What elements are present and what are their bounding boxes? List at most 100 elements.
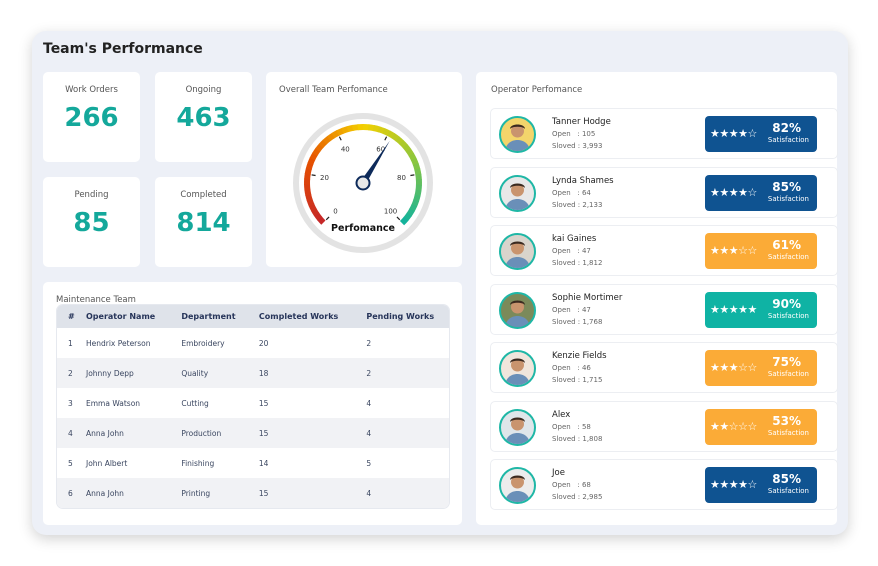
stat-label: Pending xyxy=(74,190,109,200)
gauge-arc-segment xyxy=(414,168,422,176)
table-row[interactable]: 4 Anna John Production 15 4 xyxy=(57,418,449,448)
table-cell: 2 xyxy=(57,358,75,388)
table-cell: 1 xyxy=(68,338,73,348)
operator-open: Open : 64 xyxy=(552,188,591,197)
operator-item[interactable]: Lynda Shames Open : 64 Sloved : 2,133 ★★… xyxy=(490,166,838,218)
table-cell: 14 xyxy=(258,458,269,468)
gauge-tick xyxy=(311,174,316,177)
operator-name: Tanner Hodge xyxy=(552,117,611,127)
operator-solved: Sloved : 1,812 xyxy=(552,259,603,267)
gauge-arc-segment xyxy=(331,130,340,139)
gauge-arc-segment xyxy=(306,198,315,207)
table-cell: 15 xyxy=(247,478,356,508)
table-cell: 15 xyxy=(247,418,356,448)
gauge-tick-label: 100 xyxy=(384,208,397,216)
operator-card: Operator Perfomance Tanner Hodge Open : … xyxy=(476,72,838,525)
operator-open: Open : 105 xyxy=(552,130,596,138)
column-header: # xyxy=(57,305,75,328)
table-cell: Emma Watson xyxy=(86,398,141,408)
operator-item[interactable]: Tanner Hodge Open : 105 Sloved : 3,993 ★… xyxy=(490,108,838,159)
table-row[interactable]: 3 Emma Watson Cutting 15 4 xyxy=(57,388,449,418)
gauge-tick-label: 80 xyxy=(397,174,406,182)
table-cell: Printing xyxy=(170,478,248,508)
gauge-arc-segment xyxy=(313,212,323,221)
gauge-tick xyxy=(338,136,342,141)
table-row[interactable]: 2 Johnny Depp Quality 18 2 xyxy=(57,358,449,388)
star-rating-icon: ★★★☆☆ xyxy=(710,244,757,257)
operator-name: Lynda Shames xyxy=(552,175,614,186)
operator-open: Open : 58 xyxy=(552,422,591,431)
operator-name: Joe xyxy=(552,468,565,478)
gauge-arc-segment xyxy=(406,208,415,217)
gauge-arc-segment xyxy=(405,148,415,157)
avatar xyxy=(499,116,536,153)
operator-item[interactable]: Joe Open : 68 Sloved : 2,985 ★★★★☆ 85% S… xyxy=(490,459,838,510)
gauge-arc-segment xyxy=(351,124,359,131)
avatar xyxy=(499,408,536,446)
gauge-label: Perfomance xyxy=(331,223,395,234)
gauge-arc-segment xyxy=(305,162,314,170)
satisfaction-percent: 85% xyxy=(772,472,801,486)
gauge-arc-segment xyxy=(341,126,349,134)
satisfaction-badge: ★★★★★ 90% Satisfaction xyxy=(705,291,817,328)
operator-name: Alex xyxy=(552,409,571,420)
operator-name: Kenzie Fields xyxy=(552,351,607,361)
table-cell: Anna John xyxy=(75,418,171,448)
table-cell: 6 xyxy=(57,478,75,508)
operator-solved: Sloved : 1,808 xyxy=(552,434,603,443)
stat-label: Completed xyxy=(180,190,227,200)
stat-value: 266 xyxy=(64,103,119,133)
table-row[interactable]: 1 Hendrix Peterson Embroidery 20 2 xyxy=(57,328,449,358)
gauge-tick-label: 20 xyxy=(320,174,329,182)
operator-item[interactable]: Sophie Mortimer Open : 47 Sloved : 1,768… xyxy=(490,283,838,335)
avatar xyxy=(499,467,536,504)
maintenance-title: Maintenance Team xyxy=(56,295,136,305)
table-row[interactable]: 6 Anna John Printing 15 4 xyxy=(57,478,449,508)
operator-item[interactable]: Kenzie Fields Open : 46 Sloved : 1,715 ★… xyxy=(490,342,838,393)
operator-item[interactable]: kai Gaines Open : 47 Sloved : 1,812 ★★★☆… xyxy=(490,225,838,276)
gauge-arc-segment xyxy=(317,216,326,225)
operator-solved: Sloved : 1,768 xyxy=(552,317,603,326)
satisfaction-label: Satisfaction xyxy=(767,136,809,144)
operator-name: kai Gaines xyxy=(552,234,597,244)
table-cell: Quality xyxy=(170,358,248,388)
gauge-tick-label: 40 xyxy=(341,145,350,153)
satisfaction-badge: ★★★☆☆ 75% Satisfaction xyxy=(705,350,817,386)
gauge-arc-segment xyxy=(382,128,391,137)
satisfaction-label: Satisfaction xyxy=(767,428,809,437)
stat-label: Ongoing xyxy=(185,85,222,95)
table-cell: 4 xyxy=(355,418,449,448)
gauge-arc-segment xyxy=(315,143,324,152)
stat-work-orders: Work Orders 266 xyxy=(43,72,140,162)
table-cell: 4 xyxy=(355,478,449,508)
gauge-tick xyxy=(410,174,415,177)
satisfaction-percent: 85% xyxy=(772,179,801,194)
satisfaction-badge: ★★☆☆☆ 53% Satisfaction xyxy=(705,408,817,445)
stat-value: 463 xyxy=(176,103,231,133)
gauge-arc-segment xyxy=(322,135,332,145)
gauge-title: Overall Team Perfomance xyxy=(279,85,388,95)
satisfaction-label: Satisfaction xyxy=(767,253,809,261)
table-cell: 5 xyxy=(68,458,73,468)
gauge-arc-segment xyxy=(412,163,421,171)
operator-item[interactable]: Alex Open : 58 Sloved : 1,808 ★★☆☆☆ 53% … xyxy=(490,400,838,452)
operator-solved: Sloved : 2,133 xyxy=(552,200,603,209)
gauge-arc-segment xyxy=(403,212,412,222)
gauge-arc-segment xyxy=(318,139,328,148)
stat-value: 814 xyxy=(176,208,231,238)
operator-open: Open : 46 xyxy=(552,364,591,372)
table-row[interactable]: 5 John Albert Finishing 14 5 xyxy=(57,448,449,478)
satisfaction-label: Satisfaction xyxy=(767,370,809,378)
star-rating-icon: ★★☆☆☆ xyxy=(710,419,757,433)
stat-value: 85 xyxy=(73,208,110,238)
gauge-arc-segment xyxy=(310,207,320,217)
star-rating-icon: ★★★★☆ xyxy=(710,185,757,199)
gauge-arc-segment xyxy=(307,157,316,166)
maintenance-table: # Operator Name Department Completed Works P… xyxy=(57,305,449,508)
stat-pending: Pending 85 xyxy=(43,177,140,267)
performance-gauge: 0 20 40 60 80 100 Perfomance xyxy=(293,113,433,253)
stat-label: Work Orders xyxy=(65,85,118,95)
table-cell: 2 xyxy=(355,358,449,388)
gauge-arc-segment xyxy=(336,127,345,136)
stat-ongoing: Ongoing 463 xyxy=(155,72,252,162)
